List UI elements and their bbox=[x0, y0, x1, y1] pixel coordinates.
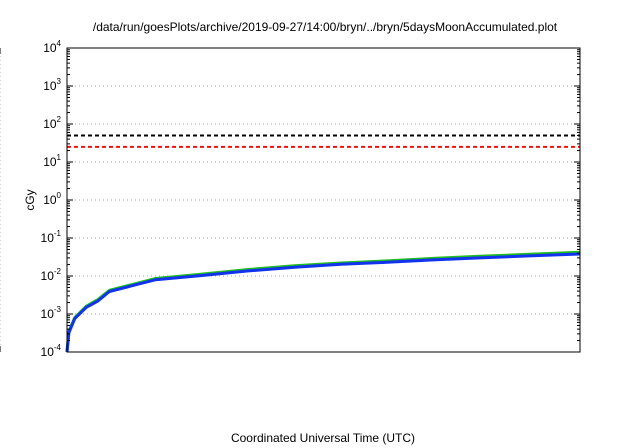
y-tick-base: 10 bbox=[41, 269, 55, 283]
y-tick-exponent: -2 bbox=[54, 267, 62, 276]
tick-layer: 10-410-310-210-11001011021031042019-9-23… bbox=[0, 39, 580, 361]
y-tick-exponent: -1 bbox=[54, 229, 62, 238]
y-tick-base: 10 bbox=[41, 307, 55, 321]
y-tick-label: 10-4 bbox=[41, 343, 62, 359]
y-tick-label: 10-2 bbox=[41, 267, 62, 283]
grid-layer bbox=[0, 48, 580, 352]
y-tick-exponent: -3 bbox=[54, 305, 62, 314]
x-axis-label: Coordinated Universal Time (UTC) bbox=[231, 431, 415, 445]
y-tick-label: 104 bbox=[43, 39, 61, 55]
y-tick-base: 10 bbox=[43, 155, 57, 169]
y-tick-label: 10-1 bbox=[41, 229, 62, 245]
y-tick-exponent: 3 bbox=[57, 77, 62, 86]
y-axis-label: cGy bbox=[23, 189, 37, 210]
y-tick-exponent: 4 bbox=[57, 39, 62, 48]
y-tick-base: 10 bbox=[41, 345, 55, 359]
y-tick-exponent: 1 bbox=[57, 153, 62, 162]
chart-title: /data/run/goesPlots/archive/2019-09-27/1… bbox=[93, 20, 558, 34]
y-tick-exponent: 2 bbox=[57, 115, 62, 124]
y-tick-label: 10-3 bbox=[41, 305, 62, 321]
y-tick-base: 10 bbox=[43, 193, 57, 207]
y-tick-exponent: 0 bbox=[57, 191, 62, 200]
y-tick-label: 101 bbox=[43, 153, 61, 169]
series-line bbox=[65, 250, 581, 353]
y-tick-base: 10 bbox=[41, 231, 55, 245]
series-line bbox=[65, 252, 581, 353]
y-tick-base: 10 bbox=[43, 79, 57, 93]
y-tick-base: 10 bbox=[43, 41, 57, 55]
y-tick-base: 10 bbox=[43, 117, 57, 131]
y-tick-label: 102 bbox=[43, 115, 61, 131]
series-layer bbox=[65, 250, 581, 353]
y-tick-exponent: -4 bbox=[54, 343, 62, 352]
y-tick-label: 100 bbox=[43, 191, 61, 207]
y-tick-label: 103 bbox=[43, 77, 61, 93]
reference-lines bbox=[67, 134, 580, 148]
